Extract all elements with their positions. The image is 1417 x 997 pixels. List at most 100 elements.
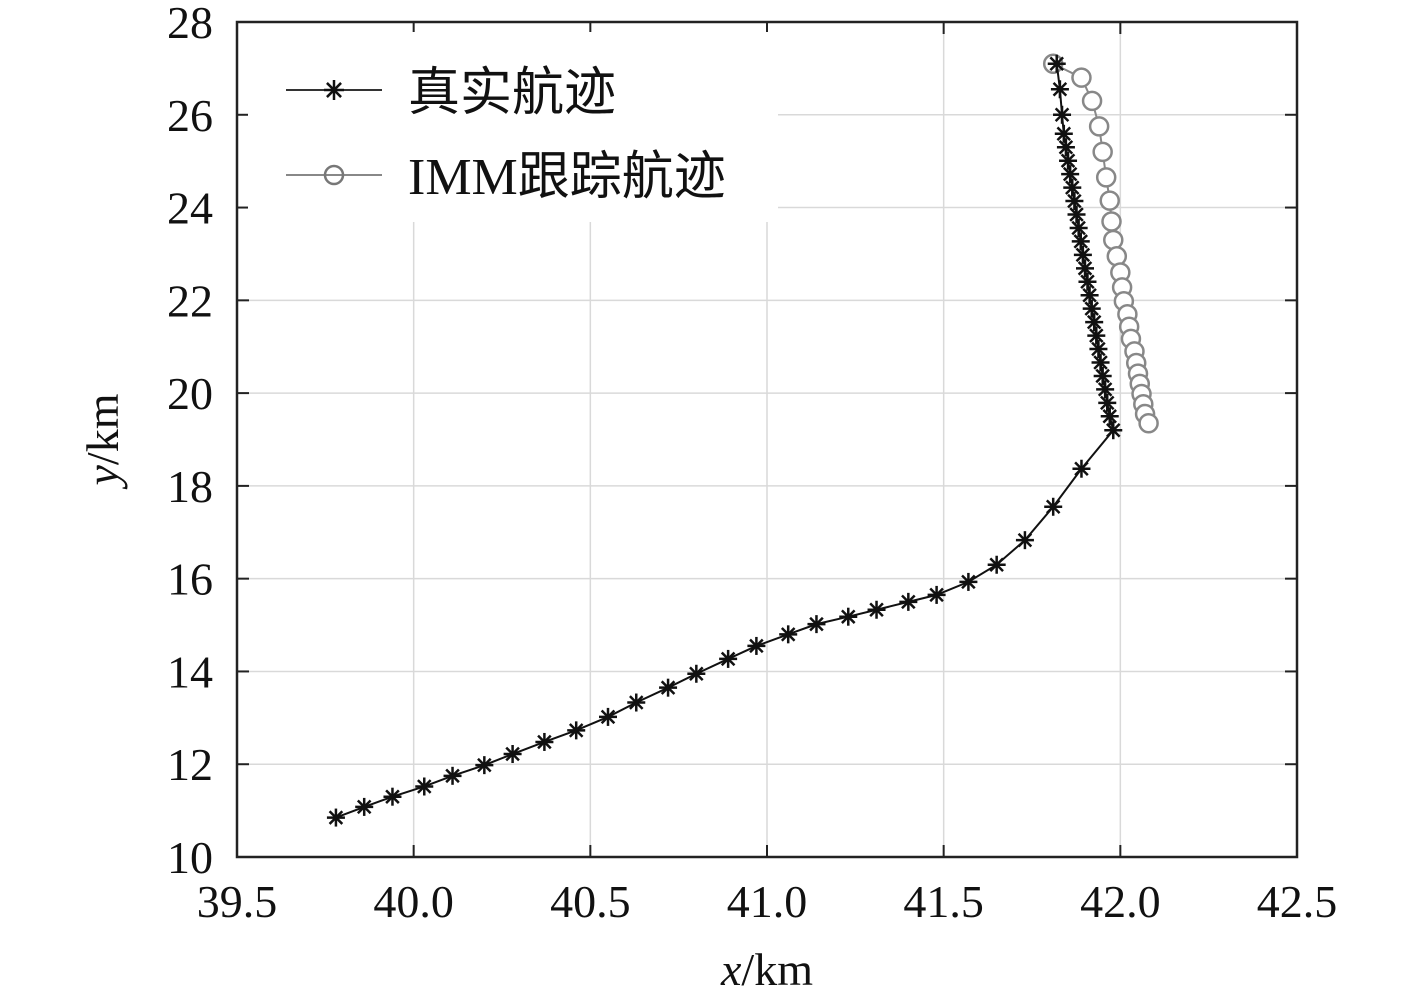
legend-label-true-track: 真实航迹 [408,65,616,122]
data-point-asterisk [1093,366,1112,385]
x-axis-variable: x [720,944,742,995]
data-point-asterisk [899,592,918,611]
y-tick-label: 24 [167,183,213,234]
asterisk-stroke [1097,382,1113,397]
data-point-asterisk [779,625,798,644]
asterisk-stroke [505,746,520,762]
asterisk-stroke [1058,140,1074,155]
data-point-asterisk [1056,138,1075,157]
asterisk-stroke [989,557,1004,572]
circle-marker-icon [323,164,345,186]
y-axis-variable: y [77,464,128,489]
asterisk-stroke [568,723,584,738]
x-tick-label: 42.5 [1257,876,1338,927]
asterisk-stroke [841,609,856,624]
asterisk-stroke [901,594,916,610]
y-tick-label: 28 [167,0,213,48]
series-layer [326,53,1159,827]
legend-asterisk [324,80,344,100]
asterisk-stroke [1102,409,1117,424]
asterisk-stroke [1067,193,1082,209]
x-tick-label: 40.0 [373,876,454,927]
legend: 真实航迹 IMM跟踪航迹 [248,32,778,222]
data-point-circle [1103,229,1124,251]
data-point-circle [1106,246,1128,267]
data-point-asterisk [1087,326,1106,345]
asterisk-stroke [689,666,704,682]
asterisk-stroke [1065,180,1080,195]
asterisk-stroke [1086,314,1102,330]
asterisk-stroke [749,638,764,654]
y-tick-label: 22 [167,275,213,326]
asterisk-stroke [1082,287,1097,303]
x-axis-label: x/km [720,944,813,995]
asterisk-stroke [1091,341,1106,357]
asterisk-stroke [1084,301,1099,316]
asterisk-stroke [356,799,372,815]
data-point-asterisk [1044,497,1063,516]
asterisk-stroke [1069,207,1084,222]
asterisk-stroke [1071,220,1086,236]
data-point-asterisk [1053,105,1072,124]
data-point-asterisk [627,693,646,712]
asterisk-stroke [1100,395,1115,411]
asterisk-stroke [1106,422,1121,438]
asterisk-stroke [1045,499,1061,515]
legend-background [248,32,778,222]
asterisk-stroke [1089,328,1104,343]
asterisk-stroke [600,709,616,725]
data-point-asterisk [687,664,706,683]
asterisk-stroke [1093,355,1108,370]
asterisk-stroke [1060,153,1076,168]
data-point-asterisk [1061,165,1080,184]
asterisk-stroke [326,82,342,98]
data-point-asterisk [326,808,345,827]
data-point-asterisk [1082,299,1101,318]
data-point-circle [1138,413,1159,434]
data-point-asterisk [475,756,494,775]
asterisk-stroke [537,734,552,750]
data-point-asterisk [659,678,678,697]
axis-ticks: 39.5 40.0 40.5 41.0 41.5 42.0 42.5 10 12 14 16 18 20… [167,0,1337,927]
asterisk-stroke [417,779,432,794]
legend-entry-imm-track: IMM跟踪航迹 [286,149,726,206]
asterisk-stroke [1075,247,1091,263]
y-tick-label: 10 [167,832,213,883]
y-axis-unit: /km [77,393,128,465]
asterisk-stroke [809,616,824,632]
data-point-asterisk [1069,218,1088,237]
data-point-circle [1099,190,1120,211]
data-point-asterisk [1104,421,1123,440]
data-point-asterisk [1067,205,1086,224]
data-point-asterisk [1073,245,1092,264]
data-point-asterisk [1054,124,1073,143]
data-point-asterisk [1089,340,1108,359]
data-point-asterisk [443,766,462,785]
data-point-asterisk [1078,272,1097,291]
x-tick-label: 40.5 [550,876,631,927]
asterisk-marker-icon [324,80,344,100]
data-point-asterisk [1091,353,1110,372]
data-point-asterisk [415,777,434,796]
data-point-circle [1092,141,1113,163]
data-point-asterisk [1047,54,1066,73]
x-tick-label: 41.0 [727,876,808,927]
asterisk-stroke [385,789,400,804]
asterisk-stroke [1049,56,1064,71]
y-tick-label: 16 [167,554,213,605]
asterisk-stroke [1095,368,1110,384]
data-point-asterisk [535,732,554,751]
asterisk-stroke [869,602,884,617]
data-point-circle [1071,67,1092,88]
data-point-asterisk [1050,80,1069,99]
asterisk-stroke [660,680,676,695]
data-point-asterisk [1085,313,1104,332]
data-point-asterisk [1098,393,1117,412]
asterisk-stroke [477,757,492,773]
data-point-asterisk [747,636,766,655]
data-point-circle [1088,116,1110,137]
data-point-asterisk [719,649,738,668]
asterisk-stroke [328,810,344,825]
y-tick-label: 18 [167,461,213,512]
asterisk-stroke [629,695,644,710]
